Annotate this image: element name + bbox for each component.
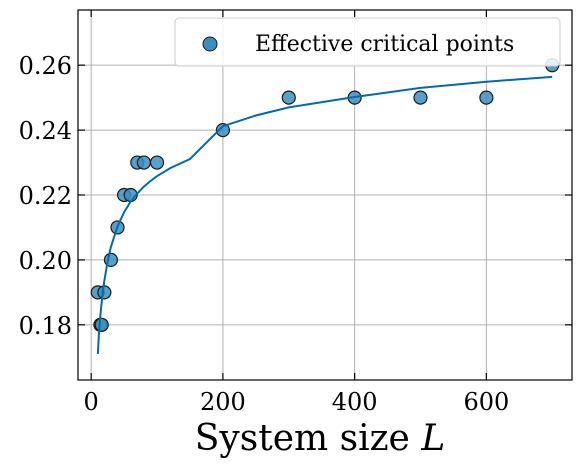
data-point — [215, 122, 231, 138]
y-tick-label: 0.20 — [19, 247, 72, 275]
x-tick-label: 400 — [332, 388, 378, 416]
y-tick-label: 0.24 — [19, 117, 72, 145]
fit-curve — [96, 75, 553, 355]
y-tick-label: 0.22 — [19, 182, 72, 210]
data-point — [479, 90, 494, 105]
legend-marker — [202, 36, 218, 52]
data-point — [149, 155, 165, 170]
data-point — [281, 90, 296, 105]
x-axis-title: System size L — [195, 418, 445, 459]
y-tick-label: 0.26 — [19, 52, 72, 80]
data-point — [413, 90, 428, 105]
data-point — [136, 155, 151, 170]
data-point — [94, 317, 109, 332]
x-tick-label: 200 — [200, 388, 246, 416]
legend-box — [174, 17, 561, 67]
plot-series — [90, 58, 560, 355]
legend-label: Effective critical points — [255, 32, 514, 57]
axis-ticks: 0 200 400 600 0.18 0.20 0.22 0.24 0.26 — [19, 10, 572, 416]
x-tick-label: 600 — [463, 388, 509, 416]
y-tick-label: 0.18 — [19, 312, 72, 340]
legend: Effective critical points — [174, 17, 561, 67]
x-tick-label: 0 — [84, 388, 99, 416]
